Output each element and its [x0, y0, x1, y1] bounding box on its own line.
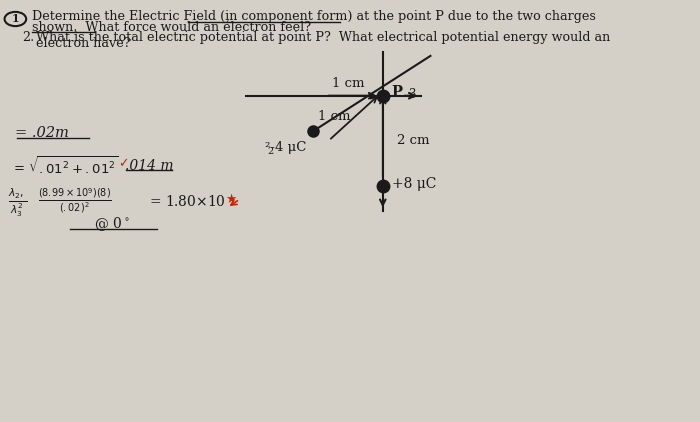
Text: 1 cm: 1 cm — [332, 78, 364, 90]
Text: = .02m: = .02m — [15, 127, 69, 141]
Text: $\frac{(8.99\times10^9)(8)}{(.02)^2}$: $\frac{(8.99\times10^9)(8)}{(.02)^2}$ — [38, 187, 112, 216]
Text: What is the total electric potential at point P?  What electrical potential ener: What is the total electric potential at … — [36, 30, 610, 43]
Text: ★: ★ — [225, 193, 237, 206]
Text: Determine the Electric Field (in component form) at the point P due to the two c: Determine the Electric Field (in compone… — [32, 11, 596, 23]
Text: 2: 2 — [267, 147, 273, 156]
Text: ²-4 μC: ²-4 μC — [265, 141, 307, 154]
Text: shown.  What force would an électron feel?: shown. What force would an électron feel… — [32, 21, 311, 34]
Text: @ 0$^\circ$: @ 0$^\circ$ — [94, 216, 130, 233]
Text: = $\sqrt{.01^2+.01^2}$: = $\sqrt{.01^2+.01^2}$ — [13, 155, 118, 176]
Text: 1: 1 — [12, 14, 19, 24]
Text: electron have?: electron have? — [36, 37, 131, 50]
Text: .014 m: .014 m — [125, 159, 174, 173]
Text: 3: 3 — [408, 87, 416, 100]
Text: = 1.80$\times$10: = 1.80$\times$10 — [150, 194, 226, 209]
Text: 2 cm: 2 cm — [397, 134, 429, 147]
Text: +8 μC: +8 μC — [392, 177, 437, 191]
Text: P: P — [391, 84, 402, 98]
Text: ✓: ✓ — [118, 157, 128, 170]
Text: 2.: 2. — [22, 30, 34, 43]
Text: $\frac{\lambda_2,}{\lambda_3^2}$: $\frac{\lambda_2,}{\lambda_3^2}$ — [8, 187, 27, 219]
Text: 1 cm: 1 cm — [318, 111, 351, 123]
